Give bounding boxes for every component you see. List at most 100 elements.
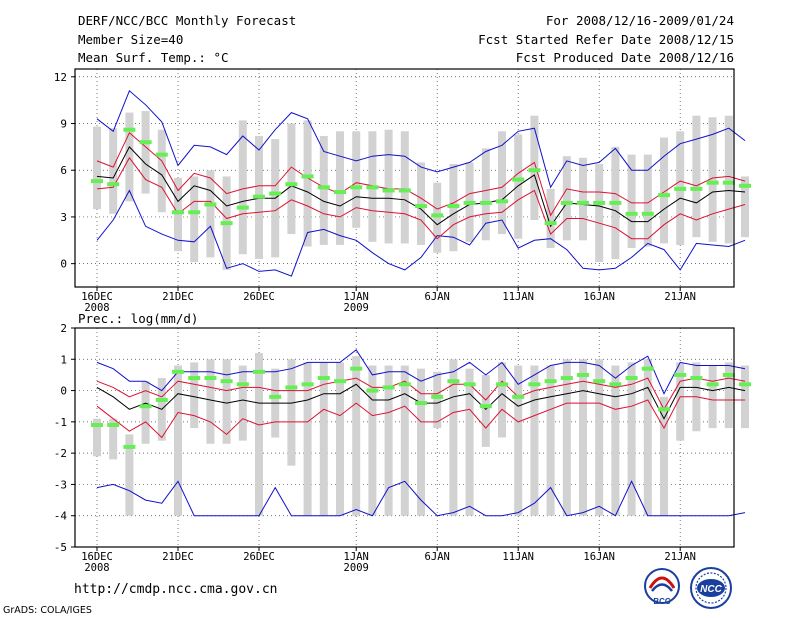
median-marker — [236, 382, 249, 387]
ensemble-box — [708, 117, 717, 242]
xtick-label: 16JAN — [583, 551, 615, 563]
member-size-label: Member Size=40 — [78, 32, 184, 47]
median-marker — [496, 382, 508, 387]
ensemble-box — [595, 163, 604, 263]
median-marker — [739, 183, 751, 188]
ytick-label: 3 — [60, 211, 67, 224]
median-marker — [415, 204, 427, 209]
ytick-label: -4 — [54, 510, 68, 523]
ensemble-box — [417, 162, 425, 245]
median-marker — [285, 385, 298, 390]
median-marker — [593, 379, 606, 384]
xtick-label: 26DEC — [243, 551, 275, 563]
median-marker — [674, 372, 687, 377]
median-marker — [415, 401, 427, 406]
ensemble-box — [93, 418, 101, 457]
series-min-line — [96, 189, 746, 277]
ensemble-box — [627, 154, 636, 249]
ensemble-box — [303, 362, 312, 516]
median-marker — [641, 211, 654, 216]
ensemble-box — [465, 368, 474, 516]
median-marker — [301, 174, 314, 179]
ensemble-box — [174, 365, 182, 516]
ensemble-box — [724, 115, 733, 244]
ensemble-box — [319, 362, 328, 516]
ytick-label: 0 — [60, 385, 67, 398]
ensemble-box — [579, 359, 587, 516]
median-marker — [334, 190, 346, 195]
ensemble-box — [498, 131, 506, 235]
median-marker — [172, 210, 184, 215]
ensemble-box — [643, 359, 652, 516]
ensemble-box — [400, 131, 409, 244]
median-marker — [139, 404, 152, 409]
median-marker — [658, 407, 670, 412]
median-marker — [382, 188, 395, 193]
ensemble-box — [336, 362, 344, 516]
median-marker — [398, 382, 411, 387]
ensemble-box — [238, 365, 247, 441]
ensemble-box — [546, 365, 555, 516]
median-marker — [496, 199, 508, 204]
ensemble-box — [741, 176, 749, 238]
median-marker — [577, 200, 589, 205]
xtick-label: 21DEC — [162, 551, 194, 563]
source-url[interactable]: http://cmdp.ncc.cma.gov.cn — [74, 582, 278, 597]
ensemble-box — [433, 182, 442, 253]
median-marker — [706, 382, 719, 387]
median-marker — [512, 394, 525, 399]
median-marker — [398, 188, 411, 193]
series-mean-line — [96, 146, 746, 228]
median-marker — [366, 388, 379, 393]
median-marker — [560, 376, 573, 381]
ensemble-box — [238, 120, 247, 255]
ensemble-box — [579, 157, 587, 241]
ensemble-box — [287, 359, 296, 466]
xtick-label: 1JAN — [344, 291, 369, 303]
median-marker — [528, 382, 541, 387]
median-marker — [220, 379, 233, 384]
median-marker — [155, 152, 168, 157]
xtick-label: 21DEC — [162, 291, 194, 303]
median-marker — [479, 200, 492, 205]
forecast-produced-date: Fcst Produced Date 2008/12/16 — [515, 50, 734, 65]
median-marker — [91, 422, 103, 427]
ensemble-box — [595, 359, 604, 516]
median-marker — [204, 202, 217, 207]
ensemble-box — [352, 131, 361, 228]
variable-label: Mean Surf. Temp.: °C — [78, 50, 229, 65]
median-marker — [609, 200, 622, 205]
ensemble-box — [109, 128, 118, 214]
ensemble-box — [368, 365, 377, 516]
median-marker — [204, 376, 217, 381]
median-marker — [674, 186, 687, 191]
ensemble-box — [514, 134, 523, 239]
ytick-label: -1 — [54, 416, 67, 429]
ensemble-box — [546, 188, 555, 249]
ncc-logo-icon: NCC — [690, 567, 732, 609]
xtick-label: 11JAN — [502, 291, 534, 303]
median-marker — [350, 185, 363, 190]
plot-frame — [74, 327, 735, 548]
ensemble-box — [384, 129, 393, 244]
chart-title: DERF/NCC/BCC Monthly Forecast — [78, 13, 297, 28]
median-marker — [641, 366, 654, 371]
median-marker — [739, 382, 751, 387]
median-marker — [479, 404, 492, 409]
ensemble-box — [384, 365, 393, 516]
ensemble-box — [498, 362, 506, 438]
ensemble-box — [206, 170, 215, 258]
ensemble-box — [514, 365, 523, 516]
median-marker — [512, 177, 525, 182]
xtick-label: 16DEC — [81, 291, 113, 303]
xtick-year-label: 2009 — [344, 562, 369, 574]
median-marker — [609, 382, 622, 387]
ensemble-box — [352, 356, 361, 516]
median-marker — [722, 180, 735, 185]
ytick-label: 1 — [60, 353, 67, 366]
ensemble-box — [530, 115, 539, 221]
ensemble-box — [255, 353, 263, 516]
median-marker — [155, 397, 168, 402]
ncc-logo-text: NCC — [700, 584, 722, 595]
xtick-label: 26DEC — [243, 291, 275, 303]
